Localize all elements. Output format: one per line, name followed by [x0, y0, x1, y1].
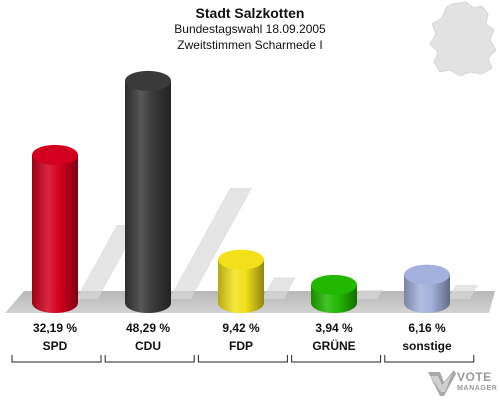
vote-manager-checkmark-icon [428, 370, 456, 396]
category-label: GRÜNE [312, 338, 355, 353]
category-bracket [11, 355, 102, 363]
bar-body [404, 274, 450, 313]
category-bracket [197, 355, 288, 363]
bar-top [32, 144, 78, 165]
bar-shadow [448, 284, 478, 299]
bar-spd [32, 144, 78, 313]
bar-body [32, 154, 78, 313]
logo-text-manager: MANAGER [457, 385, 498, 392]
category-bracket [291, 355, 382, 363]
logo-text-vote: VOTE [457, 370, 492, 384]
value-label: 48,29 % [126, 321, 170, 335]
bar-sonstige [404, 264, 450, 313]
value-label: 6,16 % [408, 321, 446, 335]
bar-body [125, 80, 171, 313]
bar-top [311, 274, 357, 295]
category-label: sonstige [402, 339, 452, 353]
bar-shadow [355, 289, 382, 299]
bar-shadow [169, 187, 253, 299]
chart-title: Stadt Salzkotten [195, 5, 305, 21]
category-bracket [104, 355, 195, 363]
bar-top [218, 249, 264, 270]
bar-top [404, 264, 450, 285]
category-label: FDP [229, 339, 253, 353]
bar-top [125, 70, 171, 91]
bar-shadow [76, 224, 139, 299]
value-label: 32,19 % [33, 321, 77, 335]
germany-map-icon [429, 1, 497, 77]
category-bracket [384, 355, 475, 363]
chart-subtitle-2: Zweitstimmen Scharmede I [177, 38, 323, 52]
category-label: CDU [135, 339, 161, 353]
value-label: 3,94 % [315, 321, 353, 335]
vote-manager-logo [428, 370, 456, 396]
bar-cdu [125, 70, 171, 313]
bar-body [218, 259, 264, 313]
bar-fdp [218, 249, 264, 313]
chart-subtitle: Bundestagswahl 18.09.2005 [174, 22, 326, 36]
bar-grüne [311, 274, 357, 313]
category-label: SPD [43, 339, 68, 353]
value-label: 9,42 % [222, 321, 260, 335]
bar-shadow [262, 277, 296, 299]
